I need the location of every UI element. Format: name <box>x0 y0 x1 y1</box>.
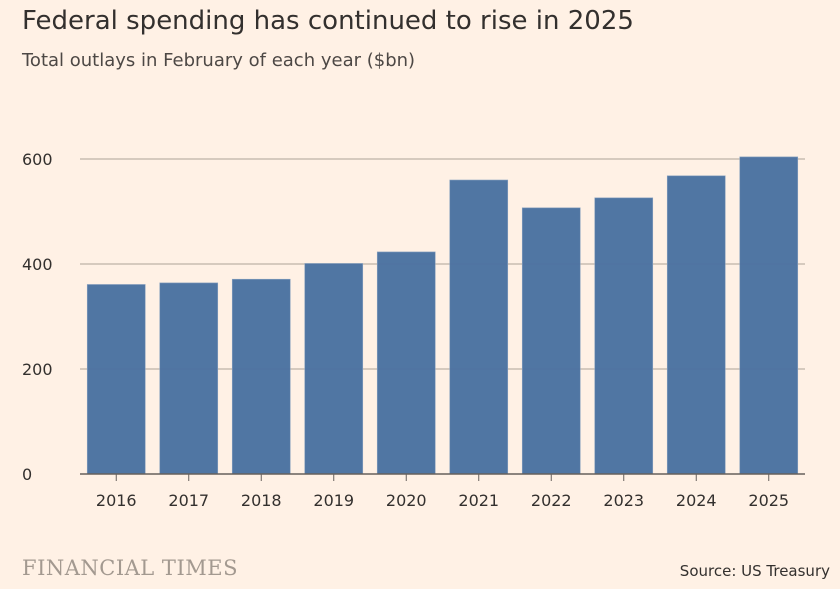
bar <box>449 179 509 475</box>
ft-logo: FINANCIAL TIMES <box>22 556 238 580</box>
bar <box>159 282 219 475</box>
x-tick-label: 2024 <box>676 491 717 510</box>
bar <box>376 251 436 475</box>
bar <box>231 278 291 475</box>
x-tick-label: 2021 <box>458 491 499 510</box>
x-tick-label: 2023 <box>603 491 644 510</box>
bar <box>521 207 581 475</box>
bar <box>666 175 726 475</box>
source-note: Source: US Treasury <box>679 562 830 580</box>
x-tick-label: 2025 <box>748 491 789 510</box>
y-tick-label: 400 <box>22 255 53 274</box>
bar <box>594 197 654 475</box>
bar <box>86 284 146 475</box>
y-tick-label: 600 <box>22 150 53 169</box>
x-tick-label: 2019 <box>313 491 354 510</box>
x-tick-label: 2020 <box>386 491 427 510</box>
bar <box>739 156 799 475</box>
y-tick-label: 200 <box>22 360 53 379</box>
bar <box>304 263 364 475</box>
x-tick-label: 2018 <box>241 491 282 510</box>
y-tick-label: 0 <box>22 465 32 484</box>
x-tick-label: 2022 <box>531 491 572 510</box>
x-tick-label: 2016 <box>96 491 137 510</box>
chart-title: Federal spending has continued to rise i… <box>22 6 634 36</box>
chart-subtitle: Total outlays in February of each year (… <box>22 50 416 71</box>
x-tick-label: 2017 <box>168 491 209 510</box>
